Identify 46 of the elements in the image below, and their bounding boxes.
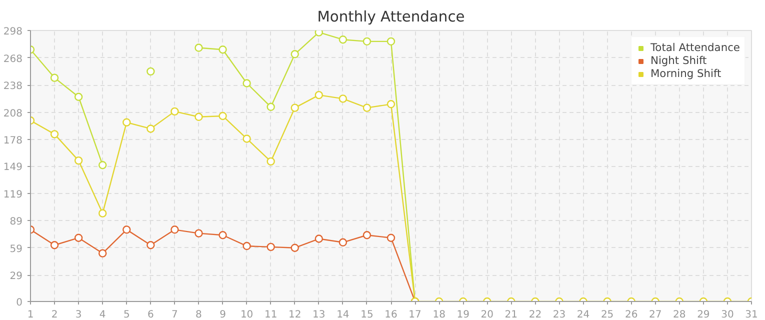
y-tick-label: 149 — [3, 162, 23, 173]
legend-label: Morning Shift — [650, 67, 722, 80]
x-tick-label: 20 — [480, 310, 494, 320]
y-tick-label: 59 — [10, 244, 23, 255]
x-tick-label: 27 — [649, 310, 662, 320]
x-tick-label: 13 — [312, 310, 326, 320]
x-tick-label: 30 — [721, 310, 734, 320]
x-tick-label: 31 — [745, 310, 758, 320]
y-tick-label: 178 — [3, 136, 23, 147]
x-tick-label: 8 — [196, 310, 202, 320]
y-tick-label: 119 — [3, 189, 23, 200]
x-tick-label: 4 — [99, 310, 106, 320]
y-tick-label: 0 — [16, 298, 23, 308]
chart-title: Monthly Attendance — [317, 8, 465, 26]
x-tick-label: 2 — [51, 310, 58, 320]
x-tick-label: 17 — [408, 310, 422, 320]
x-tick-label: 22 — [528, 310, 542, 320]
y-tick-label: 268 — [3, 54, 23, 65]
x-tick-label: 25 — [600, 310, 614, 320]
x-tick-label: 5 — [123, 310, 130, 320]
legend-label: Night Shift — [650, 54, 707, 67]
x-tick-label: 9 — [220, 310, 226, 320]
x-tick-label: 14 — [336, 310, 350, 320]
x-tick-label: 15 — [360, 310, 374, 320]
x-tick-label: 28 — [673, 310, 686, 320]
x-tick-label: 16 — [384, 310, 398, 320]
x-tick-label: 19 — [456, 310, 470, 320]
x-tick-label: 11 — [264, 310, 278, 320]
legend-label: Total Attendance — [650, 41, 740, 54]
x-tick-label: 29 — [697, 310, 710, 320]
x-tick-label: 10 — [240, 310, 254, 320]
x-tick-label: 6 — [147, 310, 154, 320]
x-tick-label: 1 — [27, 310, 34, 320]
x-tick-label: 26 — [624, 310, 638, 320]
y-tick-label: 298 — [3, 26, 23, 38]
x-tick-label: 12 — [288, 310, 302, 320]
y-tick-label: 29 — [10, 271, 23, 282]
x-tick-label: 3 — [75, 310, 82, 320]
y-tick-label: 208 — [3, 108, 23, 120]
y-tick-label: 238 — [3, 81, 23, 92]
y-tick-label: 89 — [10, 216, 23, 228]
x-tick-label: 23 — [552, 310, 566, 320]
x-tick-label: 7 — [172, 310, 178, 320]
x-tick-label: 18 — [432, 310, 446, 320]
x-tick-label: 24 — [576, 310, 590, 320]
x-tick-label: 21 — [504, 310, 518, 320]
